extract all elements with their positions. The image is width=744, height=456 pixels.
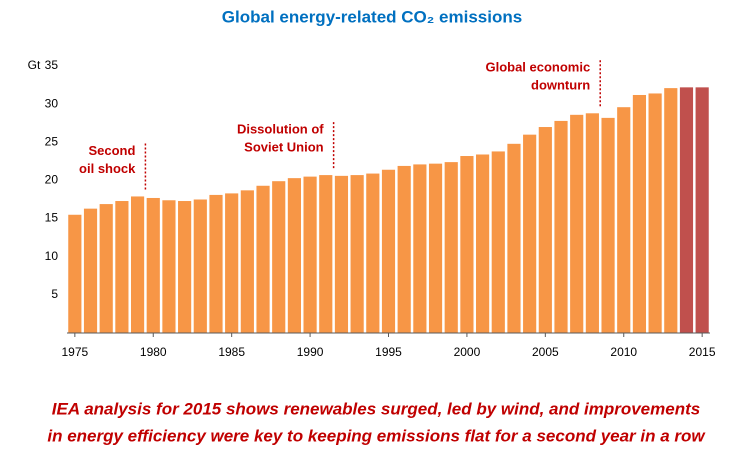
x-tick-label: 1980 xyxy=(140,345,167,359)
y-tick-label: 30 xyxy=(45,96,59,110)
bar xyxy=(538,127,552,334)
bar xyxy=(460,156,474,333)
bar xyxy=(225,193,239,333)
bar xyxy=(601,117,615,333)
bar xyxy=(287,178,301,333)
y-tick-label: 25 xyxy=(45,134,59,148)
bar xyxy=(130,196,145,333)
x-tick-label: 1975 xyxy=(61,345,88,359)
bar xyxy=(193,199,207,333)
annotation-text: downturn xyxy=(531,78,590,93)
bar xyxy=(209,194,223,333)
y-tick-label: 15 xyxy=(45,211,59,225)
bar xyxy=(664,88,678,333)
bar xyxy=(695,87,709,333)
bar xyxy=(507,143,521,333)
bar xyxy=(679,87,694,333)
bar xyxy=(476,154,490,333)
bar xyxy=(146,197,160,333)
bar xyxy=(617,107,631,334)
y-tick-label: 20 xyxy=(45,173,59,187)
bar xyxy=(381,169,396,333)
bar xyxy=(83,208,98,333)
x-tick-label: 1995 xyxy=(375,345,402,359)
bar xyxy=(319,175,333,333)
bar xyxy=(570,114,584,333)
bar xyxy=(256,185,270,333)
chart-title: Global energy-related CO₂ emissions xyxy=(222,7,522,26)
bar xyxy=(99,204,113,333)
bar xyxy=(240,190,254,333)
bar xyxy=(444,162,458,333)
bar xyxy=(272,181,286,333)
bar xyxy=(366,173,380,333)
bar xyxy=(491,151,505,333)
y-tick-label: 10 xyxy=(45,249,59,263)
x-tick-label: 2005 xyxy=(532,345,559,359)
annotation-text: Second xyxy=(88,143,135,158)
bar xyxy=(632,94,647,333)
annotation-text: Dissolution of xyxy=(237,122,324,137)
bar xyxy=(115,201,129,333)
bar xyxy=(303,176,317,333)
x-tick-label: 2010 xyxy=(610,345,637,359)
caption: IEA analysis for 2015 shows renewables s… xyxy=(52,399,700,418)
y-tick-label: 5 xyxy=(51,287,58,301)
annotation-text: oil shock xyxy=(79,161,136,176)
x-tick-label: 1985 xyxy=(218,345,245,359)
bar xyxy=(428,163,443,333)
bar xyxy=(350,175,364,333)
bar xyxy=(585,113,599,333)
bar xyxy=(648,93,662,333)
bar xyxy=(397,165,411,333)
y-unit: Gt xyxy=(28,58,41,72)
bar xyxy=(334,175,349,333)
caption: in energy efficiency were key to keeping… xyxy=(47,426,706,445)
bar xyxy=(162,200,176,333)
x-tick-label: 2015 xyxy=(689,345,716,359)
annotation-text: Soviet Union xyxy=(244,140,324,155)
bar xyxy=(413,164,427,333)
annotation-text: Global economic xyxy=(485,60,590,75)
bar xyxy=(554,120,568,333)
x-tick-label: 2000 xyxy=(454,345,481,359)
bar xyxy=(523,134,537,333)
x-tick-label: 1990 xyxy=(297,345,324,359)
bar xyxy=(68,214,82,333)
bar xyxy=(178,201,192,333)
y-tick-label: 35 xyxy=(45,58,59,72)
